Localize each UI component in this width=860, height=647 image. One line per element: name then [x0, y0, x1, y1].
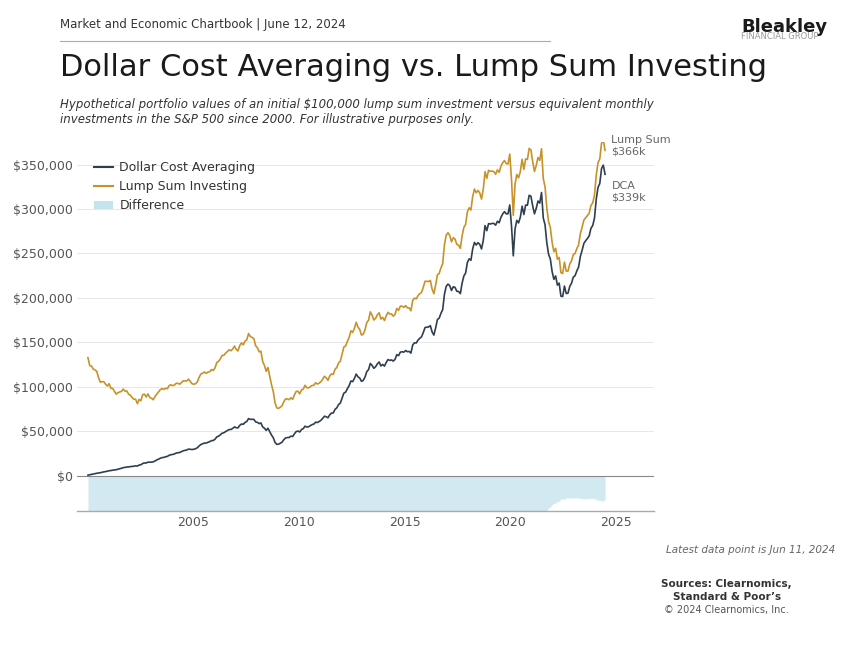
Legend: Dollar Cost Averaging, Lump Sum Investing, Difference: Dollar Cost Averaging, Lump Sum Investin…	[89, 156, 261, 217]
Text: © 2024 Clearnomics, Inc.: © 2024 Clearnomics, Inc.	[664, 605, 789, 615]
Text: Bleakley: Bleakley	[741, 18, 827, 36]
Text: DCA
$339k: DCA $339k	[611, 181, 646, 203]
Text: Latest data point is Jun 11, 2024: Latest data point is Jun 11, 2024	[666, 545, 836, 554]
Polygon shape	[703, 17, 734, 43]
Text: Lump Sum
$366k: Lump Sum $366k	[611, 135, 671, 157]
Text: FINANCIAL GROUP: FINANCIAL GROUP	[741, 32, 819, 41]
Text: Dollar Cost Averaging vs. Lump Sum Investing: Dollar Cost Averaging vs. Lump Sum Inves…	[60, 53, 767, 82]
Text: Sources: Clearnomics,: Sources: Clearnomics,	[661, 579, 792, 589]
Text: Market and Economic Chartbook | June 12, 2024: Market and Economic Chartbook | June 12,…	[60, 18, 346, 31]
Text: Standard & Poor’s: Standard & Poor’s	[673, 592, 781, 602]
Text: Hypothetical portfolio values of an initial $100,000 lump sum investment versus : Hypothetical portfolio values of an init…	[60, 98, 654, 126]
